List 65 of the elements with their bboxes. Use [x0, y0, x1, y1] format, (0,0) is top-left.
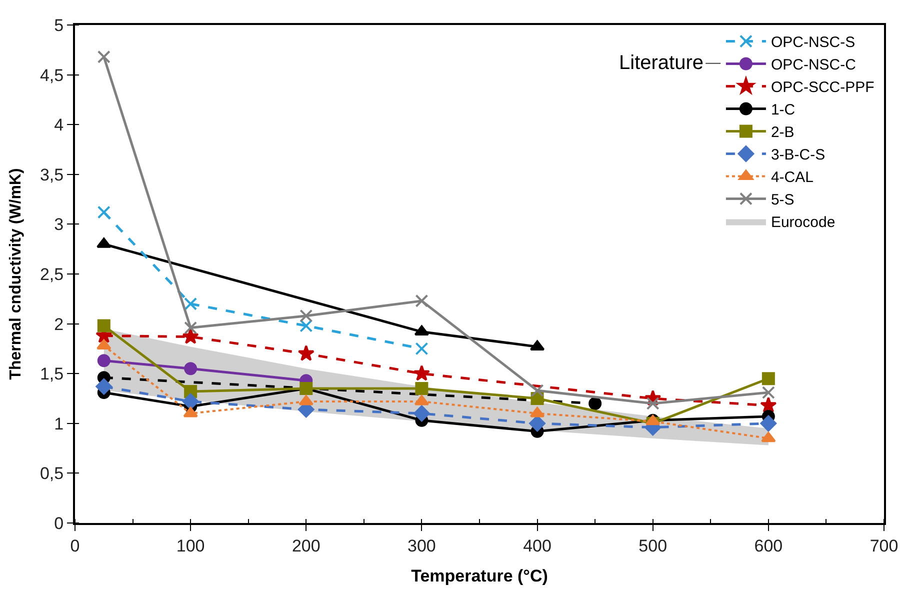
y-tick-label: 4,5 [40, 66, 64, 85]
x-tick-label: 600 [754, 536, 783, 556]
point [413, 364, 430, 381]
legend-label: OPC-NSC-C [770, 56, 856, 74]
y-tick-label: 3,5 [40, 165, 64, 184]
point [530, 406, 545, 418]
legend-label: 5-S [770, 192, 794, 209]
point [646, 396, 660, 410]
y-tick-label: 1,5 [40, 364, 64, 384]
y-tick-label: 3 [54, 215, 64, 234]
point [415, 342, 428, 356]
point [588, 396, 602, 410]
point [97, 50, 110, 64]
point [96, 238, 112, 248]
point [97, 206, 110, 219]
legend-label: Eurocode [770, 214, 836, 232]
point [762, 386, 775, 400]
point [183, 406, 198, 418]
point [414, 405, 430, 422]
point [300, 319, 313, 332]
x-tick-label: 200 [292, 536, 320, 556]
point [760, 415, 777, 432]
point [96, 378, 112, 395]
point [415, 294, 428, 308]
point [762, 372, 775, 386]
y-tick-label: 0 [54, 514, 64, 533]
x-tick-label: 100 [176, 536, 205, 556]
y-tick-label: 2 [54, 314, 64, 334]
point [300, 309, 313, 322]
point [298, 344, 314, 361]
y-tick-label: 4 [54, 116, 64, 135]
point [184, 321, 198, 334]
point [414, 325, 430, 336]
legend-label: 1-C [770, 102, 796, 119]
x-tick-label: 0 [70, 536, 80, 556]
legend-label: 3-B-C-S [770, 146, 826, 164]
point [415, 382, 428, 396]
y-tick-label: 1 [54, 414, 64, 434]
legend-label: OPC-NSC-S [770, 34, 856, 52]
point [298, 394, 314, 406]
point [530, 384, 544, 398]
legend-label: OPC-SCC-PPF [770, 79, 874, 96]
x-tick-label: 400 [523, 536, 552, 556]
point [96, 339, 112, 350]
legend-label: 4-CAL [770, 169, 814, 186]
x-tick-label: 300 [408, 536, 436, 556]
point [761, 432, 776, 442]
point [760, 396, 777, 413]
point [97, 319, 110, 332]
y-tick-label: 2,5 [40, 264, 64, 284]
x-axis-title: Temperature (°C) [411, 566, 548, 586]
point [182, 328, 199, 344]
point [182, 393, 199, 410]
point [184, 297, 198, 310]
x-tick-label: 700 [870, 536, 898, 556]
y-axis-title: Thermal cnductivity (W/mK) [7, 168, 24, 380]
y-tick-label: 0,5 [40, 464, 64, 484]
point [529, 415, 546, 432]
point [414, 394, 430, 406]
legend-label: 2-B [770, 124, 794, 142]
point [184, 362, 198, 376]
y-tick-label: 5 [54, 16, 64, 35]
x-tick-label: 500 [638, 536, 668, 556]
annotation: Literature [619, 52, 704, 74]
point [97, 354, 110, 368]
